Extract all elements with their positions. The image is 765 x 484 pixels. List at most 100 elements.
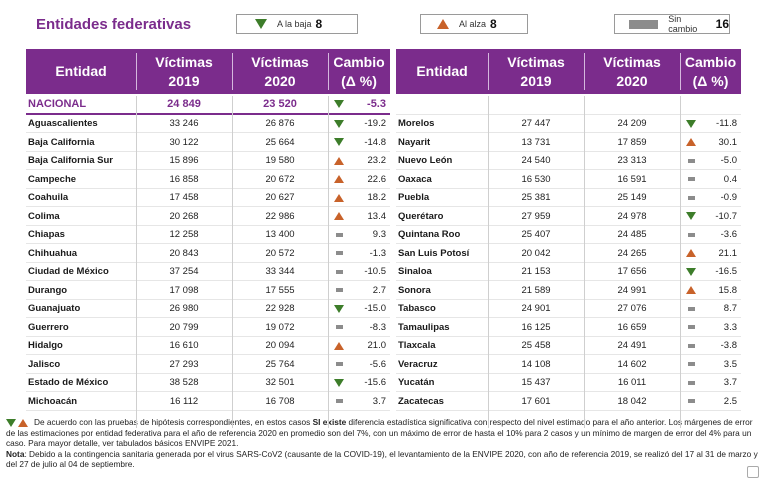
table-row: Veracruz 14 108 14 602 3.5 <box>396 355 741 374</box>
cell-victimas-2019: 16 530 <box>521 173 551 185</box>
cell-victimas-2020: 17 859 <box>617 136 647 148</box>
cell-cambio: -15.6 <box>364 377 386 389</box>
cell-indicator <box>680 170 702 189</box>
table-row: Colima 20 268 22 986 13.4 <box>26 207 390 226</box>
legend-same: Sin cambio 16 <box>614 14 730 34</box>
legend-up-count: 8 <box>490 17 497 31</box>
accessibility-icon[interactable] <box>747 466 759 478</box>
cell-victimas-2019: 20 042 <box>521 247 551 259</box>
table-row: Coahuila 17 458 20 627 18.2 <box>26 189 390 207</box>
cell-victimas-2019: 24 540 <box>521 155 551 167</box>
cell-victimas-2020: 17 656 <box>617 266 647 278</box>
cell-entidad: Yucatán <box>398 377 435 389</box>
cell-indicator <box>328 281 350 300</box>
cell-victimas-2020: 18 042 <box>617 395 647 407</box>
cell-victimas-2020: 25 764 <box>265 358 295 370</box>
cell-indicator <box>680 374 702 393</box>
cell-entidad: Puebla <box>398 192 430 204</box>
cell-entidad: Durango <box>28 284 68 296</box>
cell-indicator <box>680 355 702 374</box>
cell-victimas-2019: 16 125 <box>521 321 551 333</box>
triangle-up-icon <box>334 156 344 165</box>
cell-cambio: 2.5 <box>723 395 737 407</box>
cell-entidad: Aguascalientes <box>28 118 98 130</box>
cell-victimas-2019: 30 122 <box>169 136 199 148</box>
cell-entidad: Guanajuato <box>28 303 81 315</box>
cell-entidad <box>396 96 488 115</box>
cell-victimas-2020: 32 501 <box>265 377 295 389</box>
cell-victimas-2020: 33 344 <box>265 266 295 278</box>
cell-entidad: Tamaulipas <box>398 321 450 333</box>
table-row: Jalisco 27 293 25 764 -5.6 <box>26 355 390 374</box>
cell-victimas-2020: 20 627 <box>265 192 295 204</box>
cell-victimas-2020: 16 591 <box>617 173 647 185</box>
no-change-icon <box>335 399 343 404</box>
table-row: Nuevo León 24 540 23 313 -5.0 <box>396 152 741 171</box>
cell-victimas-2019: 12 258 <box>169 229 199 241</box>
cell-victimas-2019: 37 254 <box>169 266 199 278</box>
triangle-down-icon <box>334 378 344 387</box>
cell-cambio: 21.1 <box>718 247 738 259</box>
triangle-down-icon <box>334 138 344 147</box>
cell-indicator <box>680 263 702 282</box>
cell-cambio: 2.7 <box>372 284 386 296</box>
table-row: Campeche 16 858 20 672 22.6 <box>26 170 390 189</box>
triangle-down-icon <box>686 119 696 128</box>
cell-cambio: -5.0 <box>720 155 737 167</box>
triangle-down-icon <box>334 119 344 128</box>
cell-victimas-2019: 16 112 <box>169 395 199 407</box>
cell-entidad: Hidalgo <box>28 340 63 352</box>
header-victimas-2020: Víctimas 2020 <box>251 53 309 89</box>
table-right: Morelos 27 447 24 209 -11.8 Nayarit 13 731 17 … <box>396 96 741 411</box>
no-change-icon <box>629 19 659 29</box>
cell-victimas-2019: 26 980 <box>169 303 199 315</box>
cell-entidad: Tlaxcala <box>398 340 436 352</box>
cell-victimas-2019: 27 447 <box>521 118 551 130</box>
table-row: Sonora 21 589 24 991 15.8 <box>396 281 741 300</box>
cell-victimas-2020: 16 011 <box>617 377 647 389</box>
cell-entidad: Campeche <box>28 173 77 185</box>
cell-victimas-2020: 16 708 <box>265 395 295 407</box>
cell-entidad: Tabasco <box>398 303 436 315</box>
cell-cambio: 3.7 <box>372 395 386 407</box>
header-entidad-right: Entidad <box>416 63 468 79</box>
cell-indicator <box>680 133 702 152</box>
no-change-icon <box>687 177 695 182</box>
table-row: Chihuahua 20 843 20 572 -1.3 <box>26 244 390 263</box>
cell-entidad: Querétaro <box>398 210 444 222</box>
cell-cambio: -10.7 <box>715 210 737 222</box>
cell-indicator <box>328 170 350 189</box>
triangle-up-icon <box>686 138 696 147</box>
cell-cambio: 18.2 <box>367 192 387 204</box>
cell-indicator <box>680 281 702 300</box>
cell-victimas-2019: 27 293 <box>169 358 199 370</box>
cell-victimas-2019: 14 108 <box>521 358 551 370</box>
header-victimas-2019-right: Víctimas 2019 <box>507 53 565 89</box>
cell-cambio: 3.7 <box>723 377 737 389</box>
triangle-up-icon <box>18 418 28 427</box>
cell-cambio: 13.4 <box>367 210 387 222</box>
table-row: Aguascalientes 33 246 26 876 -19.2 <box>26 115 390 133</box>
cell-indicator <box>680 152 702 171</box>
cell-victimas-2019: 20 268 <box>169 210 199 222</box>
cell-cambio: -16.5 <box>715 266 737 278</box>
cell-victimas-2019: 27 959 <box>521 210 551 222</box>
cell-entidad: Zacatecas <box>398 395 444 407</box>
cell-indicator <box>328 133 350 152</box>
table-row: Tamaulipas 16 125 16 659 3.3 <box>396 318 741 337</box>
cell-cambio: -8.3 <box>369 321 386 333</box>
cell-victimas-2020: 26 876 <box>265 118 295 130</box>
triangle-up-icon <box>334 341 344 350</box>
cell-victimas-2019 <box>488 96 584 115</box>
cell-victimas-2020 <box>584 96 680 115</box>
cell-indicator <box>680 96 702 115</box>
cell-victimas-2020: 27 076 <box>617 303 647 315</box>
cell-victimas-2020: 24 265 <box>617 247 647 259</box>
cell-indicator <box>328 300 350 319</box>
cell-entidad: Veracruz <box>398 358 438 370</box>
cell-victimas-2020: 22 928 <box>265 303 295 315</box>
triangle-up-icon <box>686 249 696 258</box>
cell-cambio: -11.8 <box>716 118 737 130</box>
cell-victimas-2019: 24 849 <box>136 96 232 115</box>
cell-cambio: -5.3 <box>350 96 390 115</box>
